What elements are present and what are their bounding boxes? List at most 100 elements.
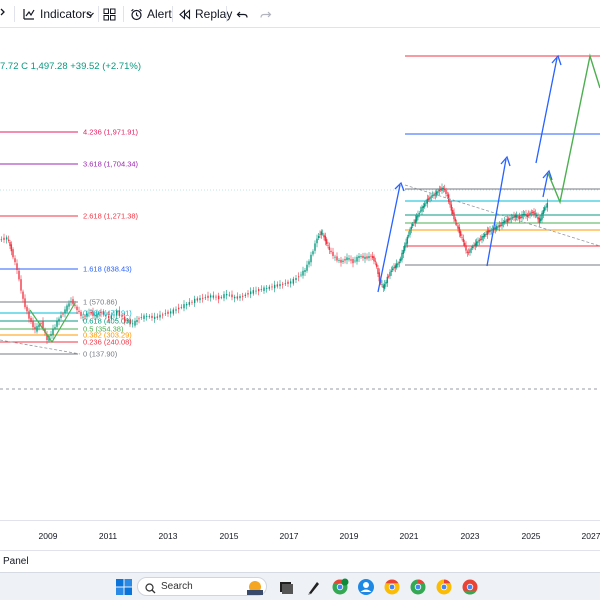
candle-body (325, 239, 328, 244)
candle-body (429, 196, 431, 200)
year-label: 2021 (399, 531, 419, 541)
chart-canvas[interactable]: 4.236 (1,971.91) 3.618 (1,704.34) 2.618 (1… (0, 28, 600, 520)
timeframe-dropdown-icon[interactable] (0, 5, 8, 23)
candle-body (449, 201, 451, 205)
redo-icon[interactable] (259, 5, 272, 23)
candle-body (148, 316, 151, 317)
candle-body (506, 218, 509, 223)
alert-button[interactable]: Alert (130, 5, 172, 23)
panel-tab[interactable]: Panel (3, 556, 29, 567)
candle-body (340, 259, 342, 263)
candle-body (164, 313, 167, 315)
candle-body (32, 320, 34, 328)
profile-icon[interactable] (357, 578, 375, 596)
candle-body (346, 257, 348, 261)
candle-body (489, 230, 491, 233)
candle-body (521, 214, 523, 219)
candle-body (390, 270, 393, 272)
candle-body (52, 328, 54, 335)
chrome-icon[interactable] (331, 578, 349, 596)
candle-body (50, 333, 52, 336)
taskbar-search-input[interactable]: Search (137, 577, 267, 596)
candle-body (143, 315, 145, 319)
fib-retracement-right[interactable] (405, 55, 600, 266)
candle-body (422, 206, 425, 208)
fib-retracement-left[interactable]: 4.236 (1,971.91) 3.618 (1,704.34) 2.618 (1… (0, 128, 139, 359)
candle-body (102, 311, 105, 315)
candle-body (342, 260, 344, 262)
candle-body (410, 226, 413, 230)
chrome-icon[interactable] (461, 578, 479, 596)
candle-body (36, 326, 38, 332)
fib-level-label: 1.618 (838.43) (83, 265, 132, 274)
candle-body (502, 222, 505, 224)
candle-body (371, 256, 374, 258)
undo-icon[interactable] (236, 5, 249, 23)
candle-body (82, 316, 84, 318)
chrome-icon[interactable] (383, 578, 401, 596)
dashed-trendline[interactable] (404, 184, 600, 247)
candle-body (453, 212, 455, 220)
candle-body (439, 189, 442, 190)
time-axis[interactable]: 2009 2011 2013 2015 2017 2019 2021 2023 … (0, 520, 600, 551)
candle-body (495, 226, 498, 230)
candle-body (338, 260, 340, 261)
candle-body (402, 250, 405, 254)
candle-body (441, 187, 443, 191)
candle-body (487, 230, 490, 233)
projection-arrow[interactable] (377, 181, 405, 293)
candle-body (470, 248, 473, 250)
fib-level-label: 0.786 (477.91) (83, 309, 132, 318)
price-chart[interactable]: 4.236 (1,971.91) 3.618 (1,704.34) 2.618 (1… (0, 28, 600, 550)
green-projection-path[interactable] (547, 53, 600, 205)
candle-body (534, 213, 537, 215)
candle-body (225, 294, 228, 296)
candle-body (289, 281, 292, 284)
indicators-dropdown-icon[interactable] (86, 5, 95, 23)
chrome-icon[interactable] (435, 578, 453, 596)
candle-body (323, 234, 325, 238)
candle-body (324, 235, 327, 242)
candle-body (435, 191, 438, 196)
toolbar-divider (172, 6, 173, 22)
candle-body (22, 291, 24, 299)
candle-body (131, 323, 134, 325)
templates-grid-icon[interactable] (103, 5, 116, 23)
candle-body (74, 304, 76, 306)
candle-body (459, 231, 462, 236)
candle-body (118, 310, 121, 316)
projection-arrow[interactable] (535, 54, 562, 164)
candle-body (80, 311, 82, 316)
candle-body (78, 310, 80, 313)
windows-start-icon[interactable] (115, 578, 133, 596)
dashed-trendline[interactable] (0, 339, 81, 355)
pen-app-icon[interactable] (305, 578, 323, 596)
candle-body (319, 234, 321, 236)
candle-body (287, 281, 289, 284)
candle-body (26, 306, 28, 312)
bottom-panel-bar: Panel (0, 550, 600, 572)
candle-body (20, 279, 22, 291)
projection-arrow[interactable] (486, 155, 511, 267)
candle-body (411, 224, 414, 226)
candle-body (236, 296, 239, 299)
candle-body (529, 212, 531, 216)
candle-body (129, 319, 131, 324)
task-view-icon[interactable] (277, 578, 295, 596)
indicators-button[interactable]: Indicators (22, 5, 92, 23)
fib-level-label: 0.5 (354.38) (83, 325, 124, 334)
green-projection-path[interactable] (29, 302, 76, 344)
chrome-icon[interactable] (409, 578, 427, 596)
projection-arrow[interactable] (542, 169, 553, 198)
candle-body (180, 307, 183, 308)
candle-body (260, 289, 263, 290)
candle-body (414, 219, 417, 223)
candle-body (366, 256, 368, 259)
replay-button[interactable]: Replay (178, 5, 232, 23)
candle-body (115, 310, 118, 316)
candle-body (188, 302, 191, 305)
candle-body (455, 223, 458, 225)
candle-body (54, 327, 56, 329)
candle-body (515, 215, 518, 218)
candle-body (302, 270, 304, 276)
